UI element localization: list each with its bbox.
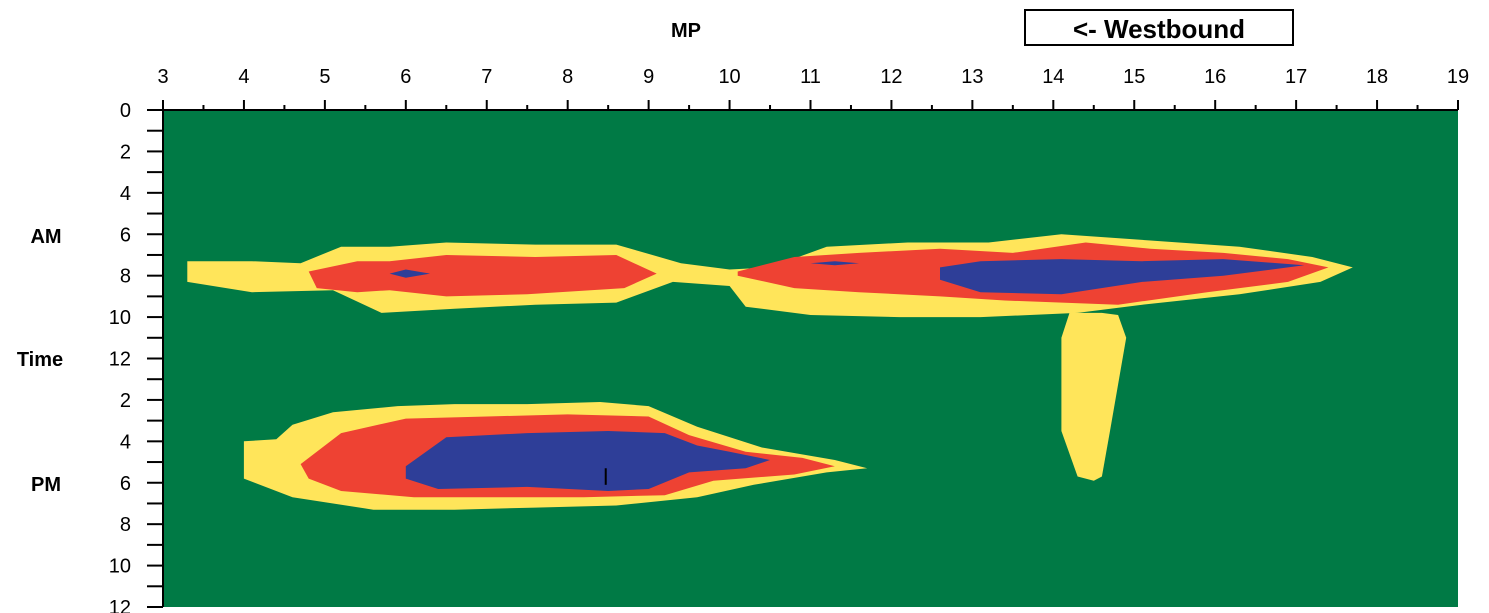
congestion-region-level-3	[405, 431, 770, 491]
congestion-region-level-2	[308, 255, 657, 297]
x-axis: 3 4 5 6 7 8 9 10 11 12 13 14 15 16 17 18 19	[157, 66, 1469, 111]
y-tick-label: 12	[109, 349, 131, 371]
x-tick-label: 4	[238, 66, 249, 88]
y-tick-label: 10	[109, 556, 131, 578]
y-tick-label: 6	[120, 473, 131, 495]
y-tick-label: 2	[120, 390, 131, 412]
congestion-region-level-3	[389, 269, 431, 278]
y-tick-label: 12	[109, 597, 131, 613]
y-tick-label: 10	[109, 307, 131, 329]
x-tick-label: 9	[643, 66, 654, 88]
x-tick-label: 11	[800, 66, 821, 88]
plot-background	[163, 110, 1458, 607]
y-tick-label: 8	[120, 514, 131, 536]
x-tick-label: 7	[481, 66, 492, 88]
y-tick-label: 4	[120, 183, 131, 205]
x-tick-label: 8	[562, 66, 573, 88]
y-tick-label: 0	[120, 100, 131, 122]
x-tick-label: 5	[319, 66, 330, 88]
x-axis-title: MP	[671, 20, 701, 42]
y-tick-label: 2	[120, 141, 131, 163]
y-tick-label: 6	[120, 224, 131, 246]
x-tick-label: 19	[1447, 66, 1469, 88]
pm-label: PM	[31, 474, 61, 496]
am-label: AM	[30, 226, 61, 248]
x-tick-label: 14	[1042, 66, 1064, 88]
x-tick-label: 17	[1285, 66, 1307, 88]
time-label: Time	[17, 349, 63, 371]
direction-box	[1024, 9, 1294, 46]
y-tick-label: 4	[120, 431, 131, 453]
x-tick-label: 6	[400, 66, 411, 88]
y-tick-label: 8	[120, 266, 131, 288]
congestion-region-level-3	[940, 259, 1305, 295]
x-tick-label: 16	[1204, 66, 1226, 88]
congestion-region-level-3	[810, 261, 860, 266]
direction-label: <- Westbound	[1073, 14, 1245, 44]
congestion-regions	[187, 234, 1353, 510]
congestion-region-level-1	[1061, 312, 1127, 481]
x-tick-label: 13	[961, 66, 983, 88]
x-tick-label: 15	[1123, 66, 1145, 88]
x-tick-label: 12	[880, 66, 902, 88]
y-axis: 0 2 4 6 8 10 12 2 4 6 8 10 12	[109, 100, 164, 613]
x-tick-label: 10	[718, 66, 740, 88]
x-tick-label: 3	[157, 66, 168, 88]
x-tick-label: 18	[1366, 66, 1388, 88]
